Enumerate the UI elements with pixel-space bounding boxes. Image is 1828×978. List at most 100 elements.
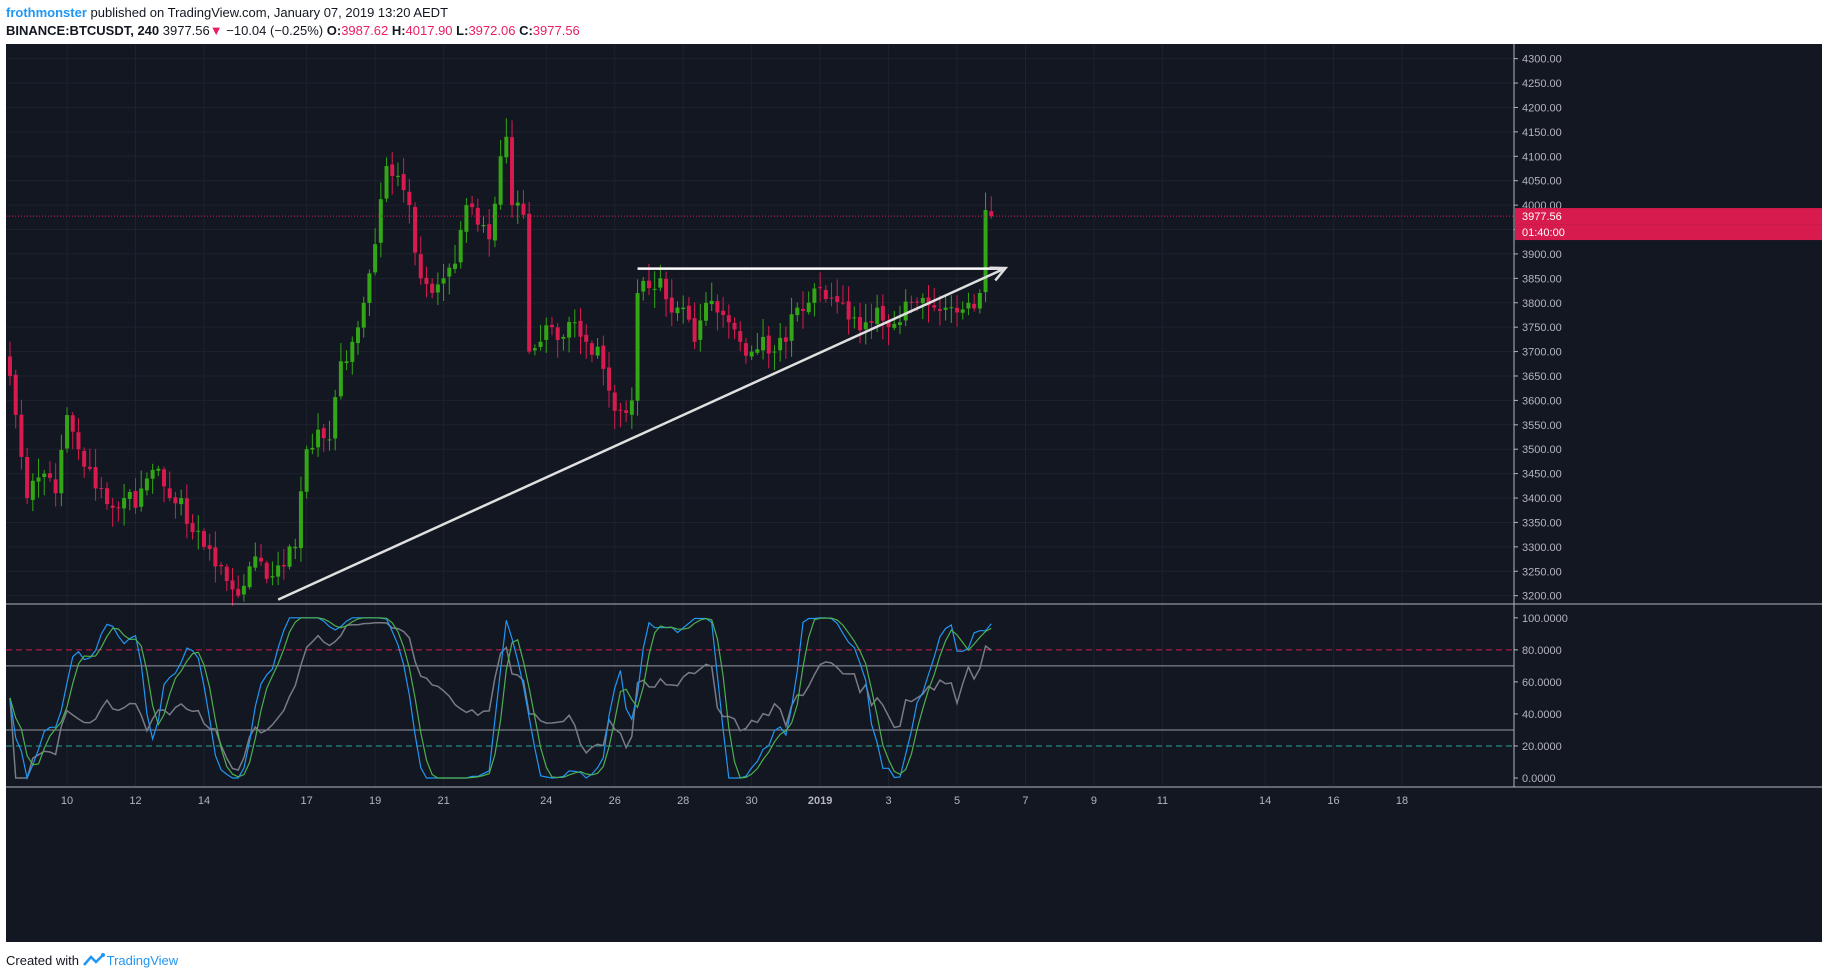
low-value: 3972.06 xyxy=(468,23,516,38)
down-arrow-icon: ▼ xyxy=(209,23,223,38)
candle-body xyxy=(607,367,612,391)
candle-body xyxy=(36,477,41,482)
candle-body xyxy=(783,337,788,342)
candle-body xyxy=(726,315,731,323)
date-tick-label: 18 xyxy=(1396,795,1408,807)
candle-body xyxy=(538,341,543,348)
price-tick-label: 3800.00 xyxy=(1522,298,1562,310)
candle-body xyxy=(709,300,714,305)
price-tick-label: 3600.00 xyxy=(1522,395,1562,407)
candle-body xyxy=(418,254,423,279)
candle-body xyxy=(464,205,469,232)
candle-body xyxy=(487,224,492,240)
candle-body xyxy=(173,497,178,504)
candle-body xyxy=(338,361,343,397)
candle-body xyxy=(749,351,754,357)
candle-body xyxy=(618,409,623,411)
high-value: 4017.90 xyxy=(405,23,453,38)
candle-body xyxy=(886,322,891,328)
publish-text: published on TradingView.com, January 07… xyxy=(90,5,449,20)
candle-body xyxy=(333,397,338,439)
candle-body xyxy=(156,468,161,471)
candle-body xyxy=(122,498,127,509)
candle-body xyxy=(972,303,977,309)
date-tick-label: 5 xyxy=(954,795,960,807)
candle-body xyxy=(800,308,805,311)
candle-body xyxy=(441,278,446,284)
candle-body xyxy=(304,449,309,492)
candle-body xyxy=(8,356,12,376)
candle-body xyxy=(766,335,771,354)
candle-body xyxy=(321,428,326,439)
candle-body xyxy=(755,349,760,353)
last-price-label: 3977.56 xyxy=(1522,211,1562,223)
candle-body xyxy=(19,414,24,457)
price-tick-label: 3750.00 xyxy=(1522,322,1562,334)
candle-body xyxy=(144,478,149,491)
candle-body xyxy=(241,585,246,595)
osc-tick-label: 0.0000 xyxy=(1522,773,1556,785)
candle-body xyxy=(327,439,332,441)
candle-body xyxy=(179,498,184,505)
author-link[interactable]: frothmonster xyxy=(6,5,87,20)
price-tick-label: 4050.00 xyxy=(1522,176,1562,188)
candle-body xyxy=(527,213,532,352)
countdown-label: 01:40:00 xyxy=(1522,227,1565,239)
candle-body xyxy=(498,156,503,205)
candle-body xyxy=(59,449,64,494)
candle-body xyxy=(510,137,515,206)
last-price-badge xyxy=(1515,208,1822,225)
candle-body xyxy=(812,288,817,303)
oscillator-pane xyxy=(6,617,1514,780)
price-tick-label: 3400.00 xyxy=(1522,493,1562,505)
candle-body xyxy=(743,343,748,356)
candle-body xyxy=(298,491,303,549)
candle-body xyxy=(795,307,800,316)
candle-body xyxy=(595,346,600,356)
candle-body xyxy=(224,566,229,582)
candle-body xyxy=(949,307,954,309)
candle-body xyxy=(367,273,372,303)
candle-body xyxy=(738,331,743,342)
candle-body xyxy=(504,136,509,158)
price-tick-label: 3700.00 xyxy=(1522,347,1562,359)
candle-body xyxy=(772,351,777,353)
tradingview-link[interactable]: TradingView xyxy=(106,953,179,968)
candle-body xyxy=(87,466,92,469)
candle-body xyxy=(875,307,880,324)
symbol-name[interactable]: BINANCE:BTCUSDT, 240 xyxy=(6,23,160,38)
candle-body xyxy=(344,361,349,364)
publish-info: frothmonster published on TradingView.co… xyxy=(6,5,448,20)
date-tick-label: 14 xyxy=(1259,795,1271,807)
candle-body xyxy=(219,564,224,567)
candle-body xyxy=(955,307,960,313)
osc-tick-label: 100.0000 xyxy=(1522,613,1568,625)
candle-body xyxy=(264,562,269,579)
price-tick-label: 3250.00 xyxy=(1522,566,1562,578)
date-tick-label: 12 xyxy=(129,795,141,807)
date-tick-label: 9 xyxy=(1091,795,1097,807)
candle-body xyxy=(612,392,617,411)
drawing-tools[interactable] xyxy=(277,266,1009,601)
candle-body xyxy=(601,345,606,369)
candle-body xyxy=(818,287,823,289)
candle-body xyxy=(470,203,475,208)
candle-body xyxy=(413,206,418,253)
candle-body xyxy=(532,348,537,351)
date-tick-label: 30 xyxy=(746,795,758,807)
osc-tick-label: 20.0000 xyxy=(1522,741,1562,753)
date-tick-label: 16 xyxy=(1327,795,1339,807)
candle-body xyxy=(869,321,874,323)
open-label: O: xyxy=(326,23,342,38)
chart-canvas[interactable]: 4300.00 4250.00 4200.00 4150.00 4100.00 4050.… xyxy=(6,44,1822,942)
candle-body xyxy=(230,580,235,590)
trend-arrow-line xyxy=(277,266,1007,601)
candle-body xyxy=(492,203,497,241)
date-tick-label: 28 xyxy=(677,795,689,807)
candle-body xyxy=(42,473,47,478)
candle-body xyxy=(892,323,897,328)
candle-body xyxy=(686,305,691,320)
candle-body xyxy=(761,336,766,351)
candle-body xyxy=(104,488,109,505)
date-tick-label: 26 xyxy=(609,795,621,807)
